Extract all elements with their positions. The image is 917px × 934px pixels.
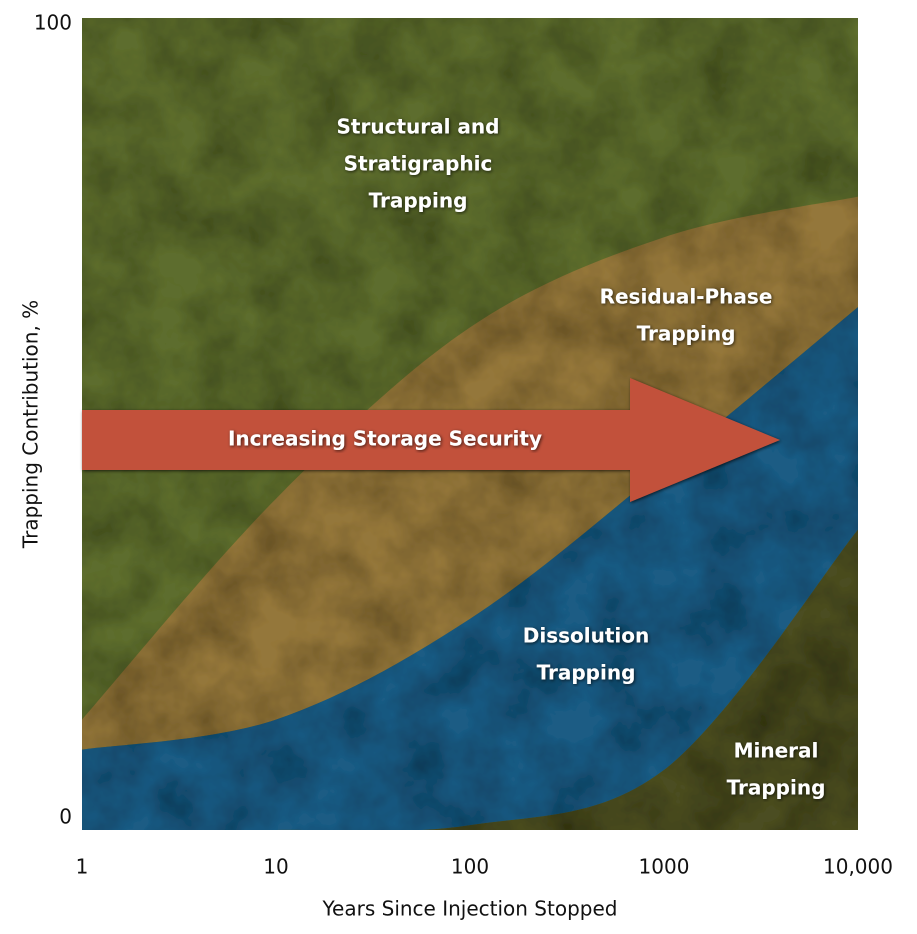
region-label: Residual-Phase	[600, 285, 773, 309]
arrow	[82, 378, 780, 502]
region-label: Mineral	[734, 739, 819, 763]
x-tick-label: 10	[263, 855, 288, 879]
region-label: Trapping	[537, 661, 636, 685]
x-tick-label: 1	[76, 855, 89, 879]
region-label: Trapping	[637, 322, 736, 346]
x-tick-label: 10,000	[823, 855, 893, 879]
region-label: Trapping	[369, 189, 468, 213]
x-tick-label: 1000	[639, 855, 690, 879]
x-tick-label: 100	[451, 855, 489, 879]
band	[82, 307, 858, 830]
region-label: Structural and	[337, 115, 500, 139]
x-axis-title: Years Since Injection Stopped	[322, 897, 618, 921]
y-tick-label: 100	[34, 11, 72, 35]
region-label: Stratigraphic	[344, 152, 493, 176]
band	[82, 196, 858, 750]
region-label: Dissolution	[523, 624, 650, 648]
floor-region	[82, 529, 858, 830]
overlay: Increasing Storage Security Structural an…	[82, 115, 825, 800]
y-axis-title: Trapping Contribution, %	[19, 300, 43, 549]
region-label: Trapping	[727, 776, 826, 800]
y-tick-label: 0	[59, 805, 72, 829]
arrow-label: Increasing Storage Security	[228, 427, 542, 451]
